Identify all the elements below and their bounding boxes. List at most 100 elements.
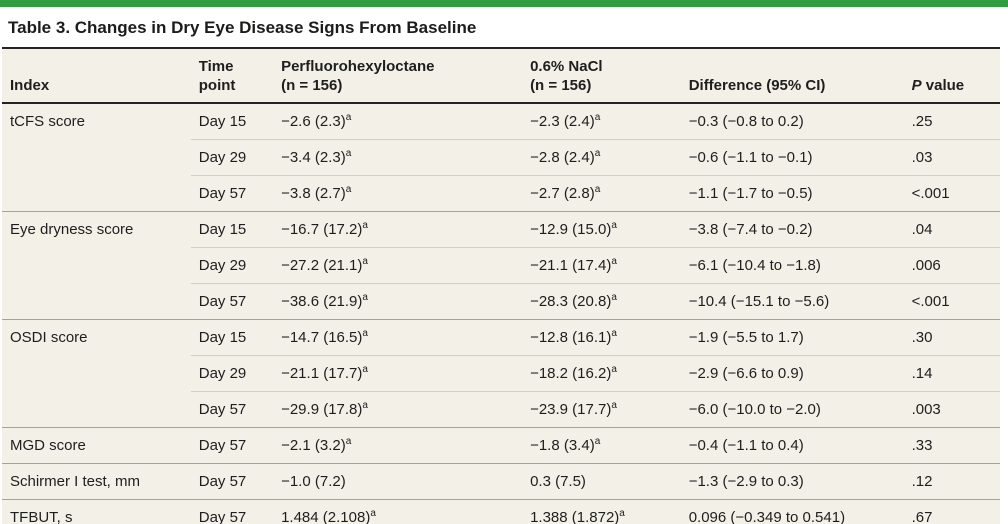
header-row: Index Time point Perfluorohexyloctane (n = 1… (2, 48, 1000, 104)
p-value-cell: <.001 (903, 175, 1000, 212)
value-text: 0.3 (7.5) (530, 473, 586, 490)
time-point-cell: Day 29 (190, 139, 274, 176)
footnote-marker: a (611, 364, 617, 375)
value-text: −2.1 (3.2) (281, 437, 346, 454)
difference-cell: −2.9 (−6.6 to 0.9) (680, 355, 904, 392)
footnote-marker: a (362, 256, 368, 267)
index-cell: Schirmer I test, mm (2, 463, 191, 500)
perfluorohexyloctane-cell: −27.2 (21.1)a (273, 247, 523, 284)
header-label: point (198, 77, 236, 94)
footnote-marker: a (362, 220, 368, 231)
value-text: 1.484 (2.108) (281, 509, 371, 524)
p-value-cell: .12 (903, 463, 1000, 500)
footnote-marker: a (594, 148, 601, 159)
value-text: −18.2 (16.2) (530, 365, 612, 382)
footnote-marker: a (611, 292, 617, 303)
table-row: Day 57 −3.8 (2.7)a −2.7 (2.8)a −1.1 (−1.7 t… (2, 175, 1000, 212)
perfluorohexyloctane-cell: −3.4 (2.3)a (273, 139, 523, 176)
footnote-marker: a (594, 184, 601, 195)
p-value-cell: <.001 (903, 283, 1000, 320)
value-text: −21.1 (17.7) (281, 365, 363, 382)
nacl-cell: −12.9 (15.0)a (522, 211, 681, 248)
index-cell: OSDI score (2, 319, 191, 428)
time-point-cell: Day 15 (190, 102, 274, 140)
table-row: tCFS score Day 15 −2.6 (2.3)a −2.3 (2.4)a −0… (2, 102, 1000, 212)
nacl-cell: −2.8 (2.4)a (522, 139, 681, 176)
footnote-marker: a (362, 292, 368, 303)
p-value-cell: .67 (903, 499, 1000, 524)
time-point-cell: Day 57 (190, 463, 274, 500)
p-value-cell: .14 (903, 355, 1000, 392)
p-value-cell: .04 (903, 211, 1000, 248)
value-text: −12.9 (15.0) (530, 221, 612, 238)
perfluorohexyloctane-cell: 1.484 (2.108)a (273, 499, 523, 524)
footnote-marker: a (345, 436, 352, 447)
column-header: P value (903, 48, 1000, 104)
nacl-cell: −23.9 (17.7)a (522, 391, 681, 428)
time-point-cell: Day 57 (190, 499, 274, 524)
time-point-cell: Day 29 (190, 355, 274, 392)
index-cell: TFBUT, s (2, 499, 191, 524)
p-value-cell: .25 (903, 102, 1000, 140)
time-point-cell: Day 57 (190, 283, 274, 320)
dry-eye-signs-table: Index Time point Perfluorohexyloctane (n = 1… (2, 47, 1000, 524)
p-value-cell: .03 (903, 139, 1000, 176)
value-text: −1.8 (3.4) (530, 437, 595, 454)
difference-cell: −0.4 (−1.1 to 0.4) (680, 427, 904, 464)
difference-cell: −1.1 (−1.7 to −0.5) (680, 175, 904, 212)
difference-cell: −3.8 (−7.4 to −0.2) (680, 211, 904, 248)
perfluorohexyloctane-cell: −14.7 (16.5)a (273, 319, 523, 356)
value-text: −2.3 (2.4) (530, 113, 595, 130)
perfluorohexyloctane-cell: −3.8 (2.7)a (273, 175, 523, 212)
footnote-marker: a (619, 508, 625, 519)
footnote-marker: a (370, 508, 376, 519)
table-title: Table 3. Changes in Dry Eye Disease Sign… (8, 18, 477, 37)
nacl-cell: −18.2 (16.2)a (522, 355, 681, 392)
time-point-cell: Day 57 (190, 175, 274, 212)
value-text: −3.8 (2.7) (281, 185, 346, 202)
nacl-cell: −12.8 (16.1)a (522, 319, 681, 356)
difference-cell: −6.0 (−10.0 to −2.0) (680, 391, 904, 428)
header-label: Perfluorohexyloctane (281, 58, 435, 75)
value-text: −14.7 (16.5) (281, 329, 363, 346)
table-row: Eye dryness score Day 15 −16.7 (17.2)a −12.… (2, 211, 1000, 320)
perfluorohexyloctane-cell: −29.9 (17.8)a (273, 391, 523, 428)
footnote-marker: a (611, 328, 617, 339)
difference-cell: −0.6 (−1.1 to −0.1) (680, 139, 904, 176)
footnote-marker: a (345, 184, 352, 195)
header-label: Difference (95% CI) (688, 77, 826, 94)
value-text: −28.3 (20.8) (530, 293, 612, 310)
footnote-marker: a (611, 400, 617, 411)
column-header: 0.6% NaCl (n = 156) (522, 48, 681, 104)
index-cell: Eye dryness score (2, 211, 191, 320)
value-text: −2.7 (2.8) (530, 185, 595, 202)
footnote-marker: a (362, 364, 368, 375)
value-text: −1.0 (7.2) (281, 473, 346, 490)
time-point-cell: Day 15 (190, 319, 274, 356)
footnote-marker: a (594, 436, 601, 447)
time-point-cell: Day 57 (190, 391, 274, 428)
header-label: Index (10, 77, 50, 94)
table-row: Day 29 −27.2 (21.1)a −21.1 (17.4)a −6.1 (−1… (2, 247, 1000, 284)
footnote-marker: a (611, 256, 617, 267)
nacl-cell: −21.1 (17.4)a (522, 247, 681, 284)
header-label: Time (198, 58, 234, 75)
table-row: Day 29 −21.1 (17.7)a −18.2 (16.2)a −2.9 (−6… (2, 355, 1000, 392)
table-header: Index Time point Perfluorohexyloctane (n = 1… (2, 48, 1000, 104)
header-label: value (921, 77, 965, 94)
time-point-cell: Day 15 (190, 211, 274, 248)
table-row: Schirmer I test, mm Day 57 −1.0 (7.2) 0.3 (… (2, 463, 1000, 500)
difference-cell: −0.3 (−0.8 to 0.2) (680, 102, 904, 140)
time-point-cell: Day 29 (190, 247, 274, 284)
index-cell: tCFS score (2, 102, 191, 212)
p-value-cell: .006 (903, 247, 1000, 284)
footnote-marker: a (362, 328, 368, 339)
perfluorohexyloctane-cell: −16.7 (17.2)a (273, 211, 523, 248)
difference-cell: 0.096 (−0.349 to 0.541) (680, 499, 904, 524)
perfluorohexyloctane-cell: −1.0 (7.2) (273, 463, 523, 500)
perfluorohexyloctane-cell: −2.1 (3.2)a (273, 427, 523, 464)
value-text: 1.388 (1.872) (530, 509, 620, 524)
p-value-cell: .003 (903, 391, 1000, 428)
footnote-marker: a (345, 112, 352, 123)
